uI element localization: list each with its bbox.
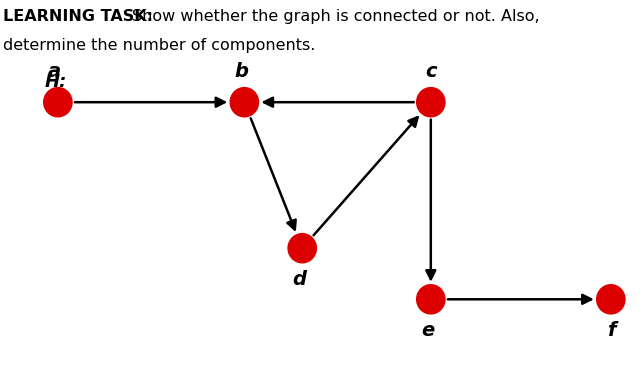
Text: e: e: [421, 321, 434, 340]
Text: H:: H:: [45, 73, 68, 91]
Ellipse shape: [44, 88, 72, 117]
Text: determine the number of components.: determine the number of components.: [3, 38, 316, 53]
Text: d: d: [292, 270, 306, 289]
Ellipse shape: [230, 88, 258, 117]
Text: Show whether the graph is connected or not. Also,: Show whether the graph is connected or n…: [132, 9, 539, 24]
Text: LEARNING TASK:: LEARNING TASK:: [3, 9, 153, 24]
Text: c: c: [425, 62, 437, 81]
Text: f: f: [606, 321, 615, 340]
Ellipse shape: [417, 285, 445, 314]
Ellipse shape: [597, 285, 625, 314]
Text: a: a: [48, 62, 61, 81]
Ellipse shape: [417, 88, 445, 117]
Text: b: b: [234, 62, 248, 81]
Ellipse shape: [288, 234, 316, 263]
